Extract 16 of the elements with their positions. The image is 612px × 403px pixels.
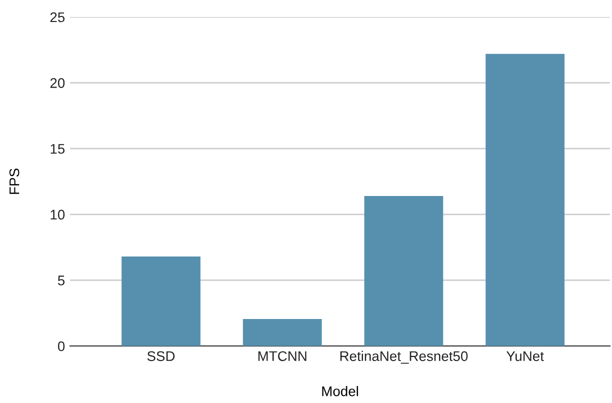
y-tick-label: 15	[50, 144, 65, 154]
bar	[242, 319, 322, 346]
x-tick-label: MTCNN	[258, 351, 306, 362]
y-tick-label: 5	[58, 276, 65, 286]
y-tick-label: 0	[58, 341, 65, 352]
x-axis-title: Model	[322, 386, 358, 396]
x-tick-label: RetinaNet_Resnet50	[340, 350, 468, 364]
y-axis-title: FPS	[9, 168, 20, 194]
x-tick-label: YuNet	[506, 351, 544, 362]
bar	[364, 196, 444, 346]
y-tick-label: 20	[50, 78, 65, 88]
bar	[486, 54, 564, 346]
y-tick-label: 25	[50, 12, 65, 22]
bar	[122, 256, 200, 346]
x-tick-label: SSD	[147, 351, 175, 362]
y-tick-label: 10	[50, 210, 65, 220]
